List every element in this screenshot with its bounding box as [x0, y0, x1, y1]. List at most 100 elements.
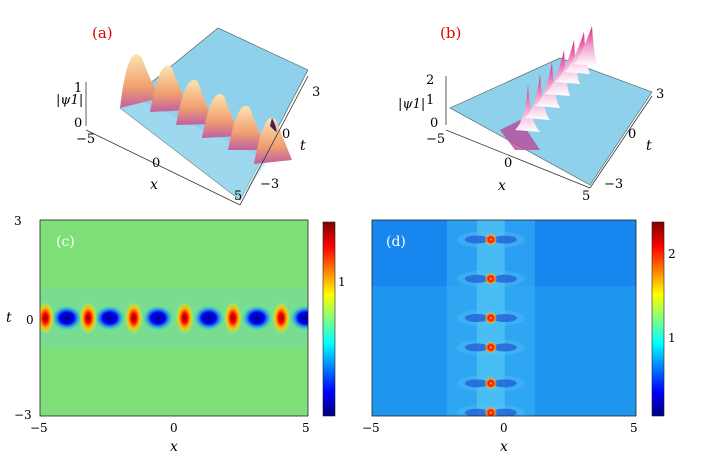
colorbar-d-tick-2: 2 [668, 247, 676, 261]
x-tick-c-mid: 0 [170, 421, 178, 435]
ridge-a-4 [202, 93, 240, 138]
t-tick-b-top: 3 [656, 87, 664, 102]
colorbar-d [651, 221, 665, 417]
density-c-frame [39, 219, 309, 417]
panel-c: (c) 3 0 −3 t −5 0 5 x 1 [6, 214, 346, 455]
colorbar-c [322, 221, 336, 417]
surface-b-base [449, 57, 653, 186]
density-c-peak-1 [40, 302, 55, 334]
density-c-peak-5 [223, 302, 242, 334]
y-tick-c-bot: −3 [14, 408, 32, 422]
density-d-lobe-right-6 [492, 408, 517, 416]
t-tick-a-mid: 0 [282, 127, 290, 142]
ridge-a-3 [176, 79, 214, 125]
density-c-peak-2 [79, 302, 98, 334]
colorbar-c-tick: 1 [338, 275, 346, 289]
y-label-c: t [6, 310, 12, 326]
x-tick-a-right: 5 [234, 189, 242, 204]
spike-b-5 [555, 40, 580, 84]
axis-x-a [85, 129, 241, 206]
spike-b-7 [574, 26, 598, 66]
z-tick-a-0: 0 [74, 116, 82, 131]
x-label-b: x [498, 178, 506, 194]
density-c-peak-3 [124, 302, 143, 334]
density-d-lobe-right-4 [492, 343, 517, 352]
axis-x-b [445, 129, 591, 189]
density-d-marks [446, 220, 535, 416]
density-c-marks [40, 288, 308, 348]
density-c-dip-4 [192, 305, 225, 331]
t-label-a: t [300, 138, 306, 154]
density-c-dip-5 [241, 305, 274, 331]
density-c-dip-1 [50, 305, 83, 331]
density-c-dip-2 [93, 305, 126, 331]
t-tick-b-bot: −3 [604, 177, 623, 192]
z-tick-b-1: 1 [426, 93, 434, 108]
x-tick-c-left: −5 [30, 421, 48, 435]
x-tick-d-mid: 0 [500, 421, 508, 435]
density-d-lobe-left-3 [464, 314, 489, 322]
ridge-a-5 [228, 105, 266, 150]
x-label-a: x [150, 177, 158, 193]
colorbar-d-tick-1: 1 [668, 331, 676, 345]
t-label-b: t [646, 138, 652, 154]
spike-b-4 [545, 50, 570, 96]
density-d-lobe-right-1 [492, 235, 517, 244]
density-d-lobe-right-5 [492, 379, 517, 388]
density-d-peak-2 [484, 272, 497, 285]
x-label-c: x [170, 439, 178, 455]
ridges-a [120, 54, 292, 164]
density-d-frame [371, 219, 637, 417]
panel-label-a: (a) [92, 24, 113, 42]
z-label-b: |ψ1| [398, 97, 425, 112]
z-label-a: |ψ1| [56, 93, 83, 108]
density-d-lobe-left-4 [464, 343, 489, 352]
ridge-a-6 [254, 117, 292, 164]
density-c-dip-6 [289, 305, 308, 331]
density-c-peak-6 [272, 302, 291, 334]
x-tick-c-right: 5 [302, 421, 310, 435]
density-c-peak-4 [175, 302, 194, 334]
density-d-peak-3 [484, 312, 497, 324]
density-d-peak-6 [484, 406, 497, 416]
y-tick-c-mid: 0 [26, 313, 34, 327]
x-tick-d-right: 5 [630, 421, 638, 435]
spikes-b [515, 26, 598, 132]
x-tick-b-right: 5 [582, 189, 590, 204]
t-tick-b-mid: 0 [628, 127, 636, 142]
density-d-peak-4 [484, 341, 497, 354]
panel-label-c: (c) [56, 234, 75, 250]
t-tick-a-bot: −3 [260, 177, 279, 192]
y-tick-c-top: 3 [14, 214, 22, 228]
x-tick-b-mid: 0 [504, 156, 512, 171]
spike-b-2 [525, 74, 550, 120]
z-tick-b-2: 2 [426, 73, 434, 88]
density-c-dip-3 [141, 305, 174, 331]
spike-b-3 [535, 62, 560, 108]
x-label-d: x [500, 439, 508, 455]
axis-t-b [589, 95, 653, 189]
panel-d: (d) −5 0 5 x 2 1 [362, 219, 676, 455]
panel-b: (b) |ψ1| 2 1 0 −5 0 5 x 3 0 −3 t [398, 24, 664, 204]
density-d-lobe-left-2 [464, 274, 489, 283]
density-d-peak-5 [484, 377, 497, 390]
density-d-lobe-right-3 [492, 314, 517, 322]
ridge-a-dip [270, 118, 277, 132]
spike-b-1 [515, 84, 540, 132]
density-d-lobe-left-5 [464, 379, 489, 388]
ridge-a-1 [120, 54, 160, 108]
axis-t-a [239, 75, 309, 206]
ridge-a-2 [150, 65, 190, 112]
density-d-lobe-right-2 [492, 274, 517, 283]
panel-label-b: (b) [440, 24, 461, 42]
t-tick-a-top: 3 [312, 85, 320, 100]
x-tick-d-left: −5 [362, 421, 380, 435]
x-tick-b-left: −5 [426, 132, 445, 147]
surface-a-shadow [120, 96, 268, 200]
x-tick-a-mid: 0 [152, 156, 160, 171]
z-tick-a-1: 1 [74, 81, 82, 96]
density-d-peak-1 [484, 233, 497, 246]
surface-b-trough [500, 120, 540, 150]
density-d-lobe-left-6 [464, 408, 489, 416]
